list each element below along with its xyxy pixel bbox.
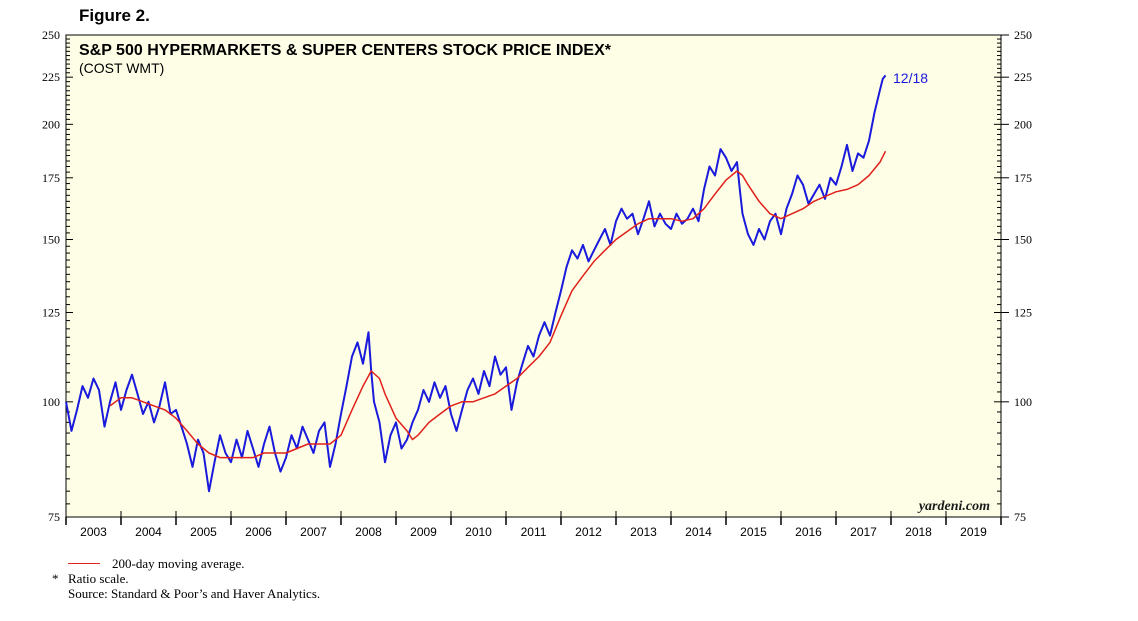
ratio-scale-text: Ratio scale. [68,571,129,586]
chart-subtitle: (COST WMT) [79,60,164,76]
y-tick-label-left: 75 [48,510,60,524]
y-tick-label-right: 75 [1014,510,1026,524]
y-tick-label-right: 175 [1014,171,1032,185]
legend-label: 200-day moving average. [112,556,245,571]
x-tick-label: 2008 [355,525,382,539]
moving-average-line [109,150,887,459]
x-tick-label: 2012 [575,525,602,539]
legend-row: 200-day moving average. [52,556,320,571]
asterisk: * [52,571,59,586]
x-tick-label: 2009 [410,525,437,539]
x-tick-label: 2019 [960,525,987,539]
source-note: Source: Standard & Poor’s and Haver Anal… [52,586,320,601]
y-tick-label-right: 200 [1014,117,1032,131]
y-tick-label-left: 100 [42,395,60,409]
x-tick-label: 2004 [135,525,162,539]
x-tick-label: 2013 [630,525,657,539]
y-tick-label-right: 125 [1014,305,1032,319]
price-index-line [65,74,887,493]
y-tick-label-left: 225 [42,70,60,84]
x-tick-label: 2014 [685,525,712,539]
x-tick-label: 2017 [850,525,877,539]
y-tick-label-left: 175 [42,171,60,185]
x-tick-label: 2005 [190,525,217,539]
x-tick-label: 2018 [905,525,932,539]
notes: 200-day moving average. * Ratio scale. S… [52,556,320,601]
y-tick-label-right: 100 [1014,395,1032,409]
y-tick-label-left: 125 [42,305,60,319]
x-tick-label: 2010 [465,525,492,539]
x-tick-label: 2011 [521,525,547,539]
y-tick-label-right: 225 [1014,70,1032,84]
y-tick-label-left: 200 [42,117,60,131]
x-tick-label: 2016 [795,525,822,539]
y-tick-label-right: 150 [1014,233,1032,247]
legend-swatch [68,563,100,564]
y-tick-label-left: 250 [42,28,60,42]
x-tick-label: 2003 [80,525,107,539]
source-text: Source: Standard & Poor’s and Haver Anal… [68,586,321,601]
ratio-note: * Ratio scale. [52,571,320,586]
y-tick-label-right: 250 [1014,28,1032,42]
chart-title: S&P 500 HYPERMARKETS & SUPER CENTERS STO… [79,42,612,59]
x-tick-label: 2006 [245,525,272,539]
x-tick-label: 2015 [740,525,767,539]
figure-label: Figure 2. [79,6,150,25]
plot-area [65,34,1002,518]
date-annotation: 12/18 [893,70,928,86]
y-tick-label-left: 150 [42,233,60,247]
watermark: yardeni.com [917,499,990,514]
x-tick-label: 2007 [300,525,327,539]
